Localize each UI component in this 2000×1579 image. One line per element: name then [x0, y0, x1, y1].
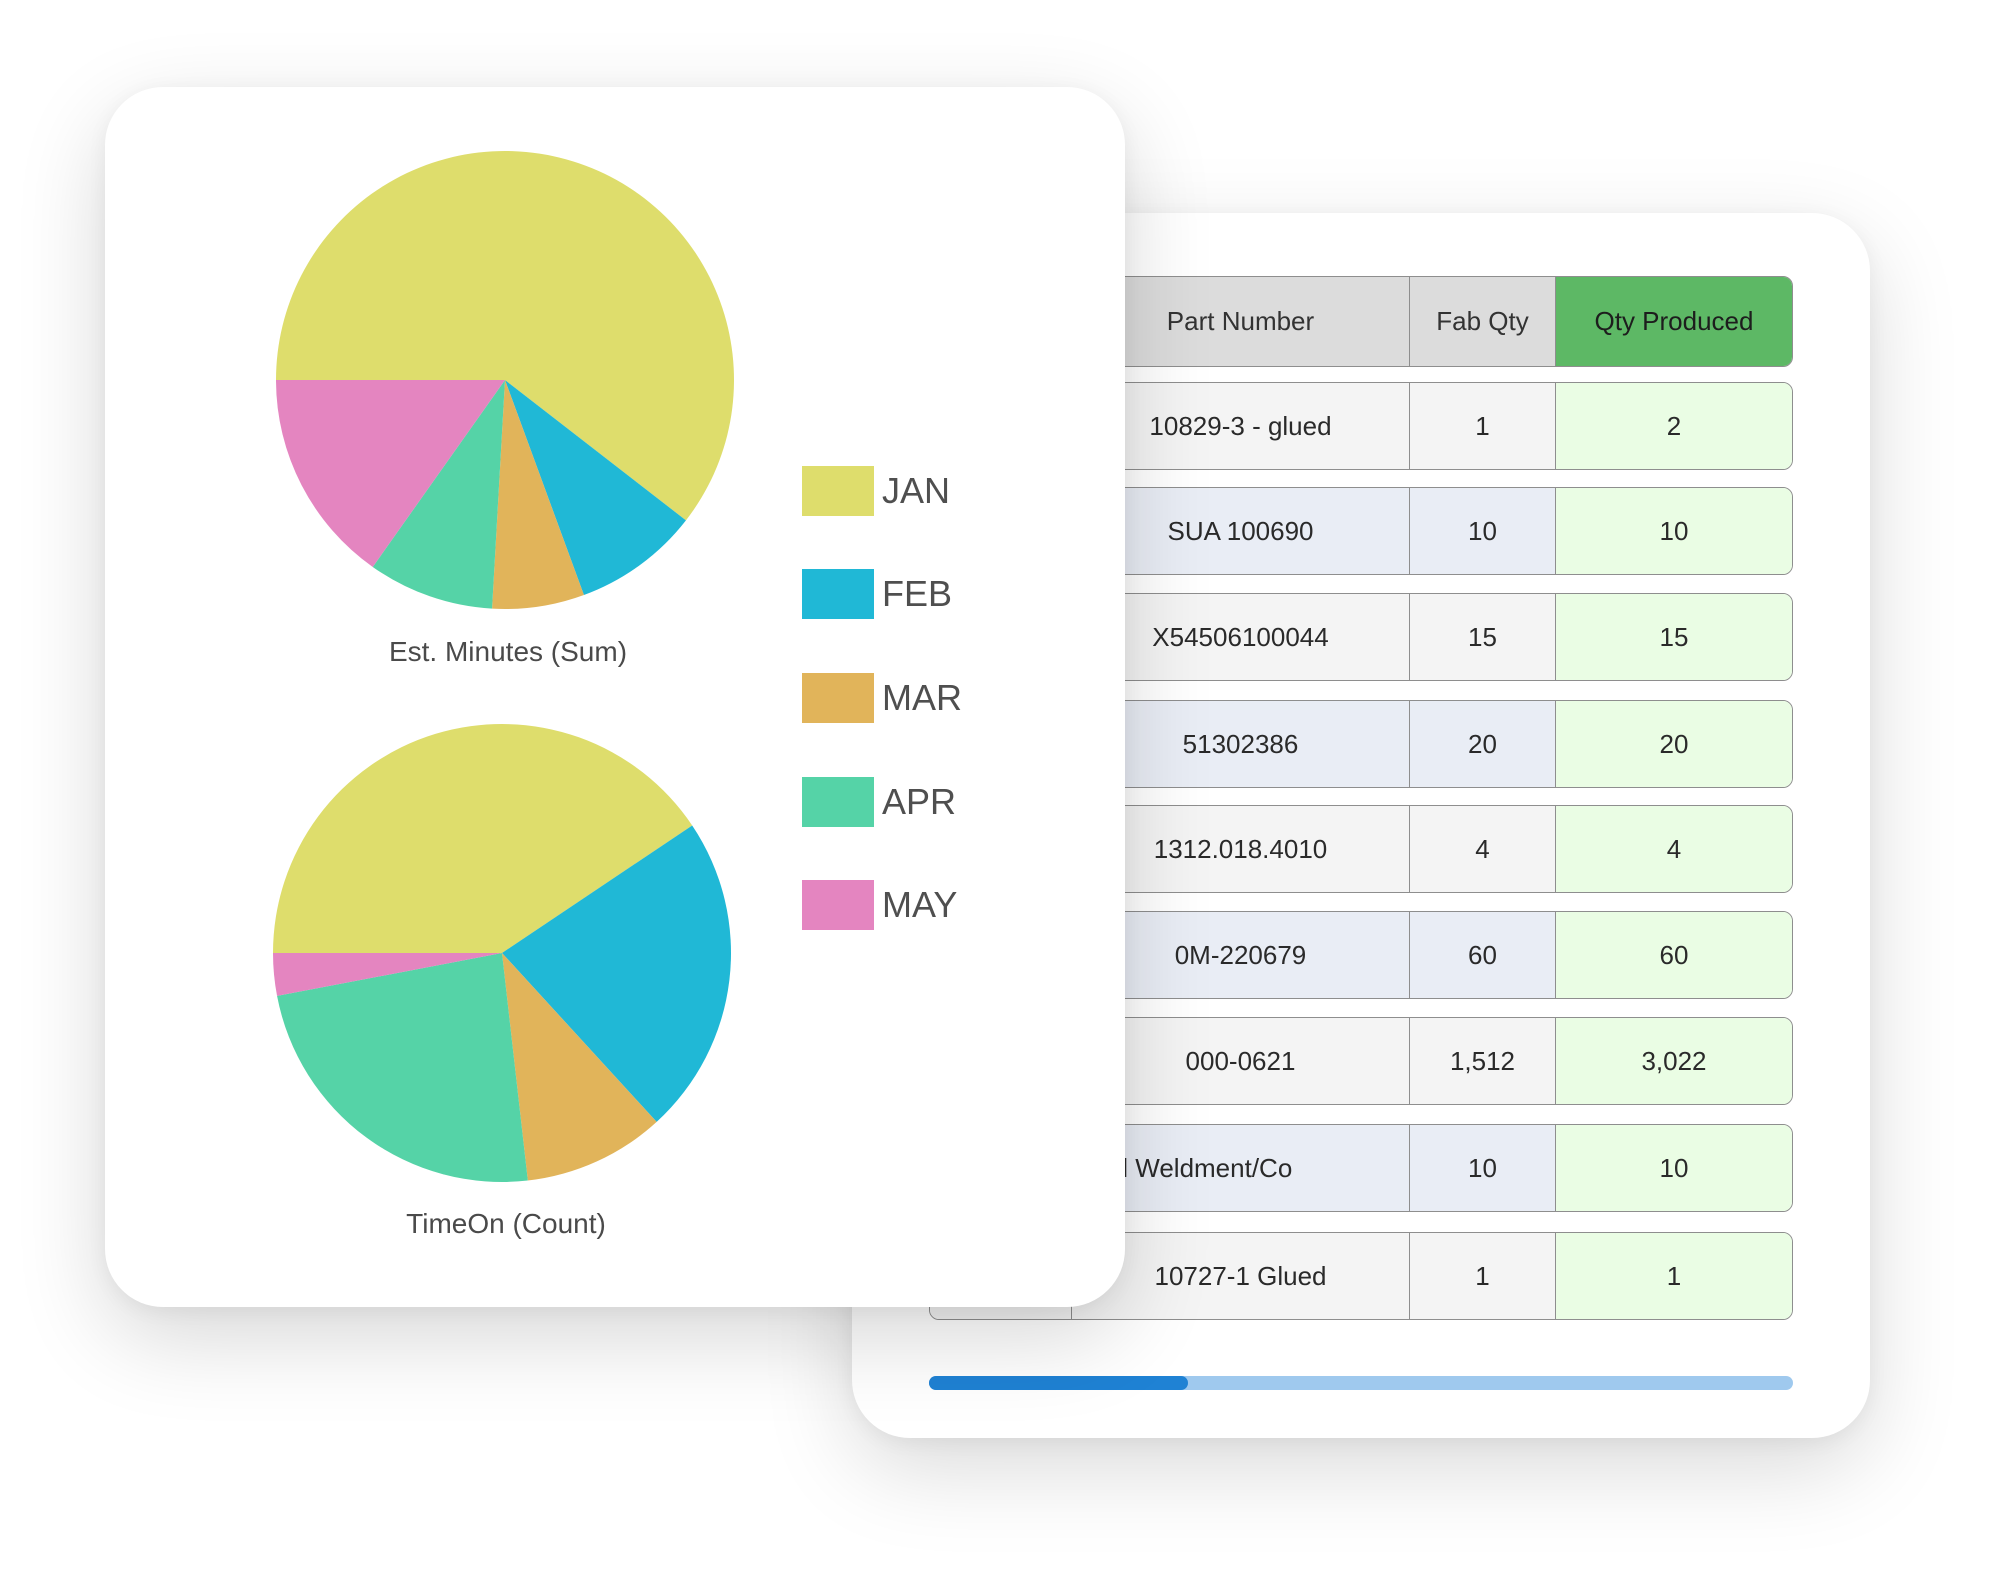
legend-swatch — [802, 880, 874, 930]
legend-swatch — [802, 569, 874, 619]
qty-produced-cell: 3,022 — [1556, 1018, 1792, 1104]
part-number-cell: X54506100044 — [1072, 594, 1410, 680]
legend-swatch — [802, 466, 874, 516]
pie-slice-may[interactable] — [276, 380, 505, 567]
legend-item-mar[interactable]: MAR — [802, 673, 962, 723]
fab-qty-cell: 1,512 — [1410, 1018, 1556, 1104]
pie-charts-svg — [273, 151, 734, 1182]
part-number-cell: 1312.018.4010 — [1072, 806, 1410, 892]
chart-card: Est. Minutes (Sum) TimeOn (Count) JAN FE… — [105, 87, 1125, 1307]
legend-label: MAY — [882, 884, 958, 925]
pie-slice-feb[interactable] — [502, 825, 732, 1122]
legend-swatch — [802, 777, 874, 827]
part-number-cell: 10727-1 Glued — [1072, 1233, 1410, 1319]
fab-qty-cell: 15 — [1410, 594, 1556, 680]
legend-label: JAN — [882, 470, 951, 511]
qty-produced-cell: 2 — [1556, 383, 1792, 469]
fab-qty-cell: 4 — [1410, 806, 1556, 892]
legend-label: FEB — [882, 573, 953, 614]
header-part-number[interactable]: Part Number — [1072, 277, 1410, 366]
pie-slice-mar[interactable] — [492, 380, 584, 610]
legend-label: MAR — [882, 677, 962, 718]
part-number-cell: 10829-3 - glued — [1072, 383, 1410, 469]
part-number-cell: 000-0621 — [1072, 1018, 1410, 1104]
legend-item-jan[interactable]: JAN — [802, 466, 950, 516]
legend-item-may[interactable]: MAY — [802, 880, 957, 930]
pie-title-timeon: TimeOn (Count) — [406, 1208, 606, 1239]
legend-item-apr[interactable]: APR — [802, 777, 956, 827]
table-row[interactable]: 10727-1 Glued 1 1 — [929, 1232, 1793, 1320]
fab-qty-cell: 20 — [1410, 701, 1556, 787]
header-fab-qty[interactable]: Fab Qty — [1410, 277, 1556, 366]
horizontal-scrollbar[interactable] — [929, 1376, 1793, 1390]
scrollbar-thumb[interactable] — [929, 1376, 1189, 1390]
part-number-cell: SUA 100690 — [1072, 488, 1410, 574]
qty-produced-cell: 1 — [1556, 1233, 1792, 1319]
pie-title-est-minutes: Est. Minutes (Sum) — [388, 636, 628, 667]
part-number-cell: 44 Full Weldment/Co — [1072, 1125, 1410, 1211]
pie-slice-jan[interactable] — [276, 151, 734, 521]
legend-swatch — [802, 673, 874, 723]
qty-produced-cell: 15 — [1556, 594, 1792, 680]
part-number-cell: 0M-220679 — [1072, 912, 1410, 998]
qty-produced-cell: 60 — [1556, 912, 1792, 998]
qty-produced-cell: 4 — [1556, 806, 1792, 892]
qty-produced-cell: 10 — [1556, 1125, 1792, 1211]
fab-qty-cell: 1 — [1410, 1233, 1556, 1319]
fab-qty-cell: 1 — [1410, 383, 1556, 469]
legend-label: APR — [882, 781, 957, 822]
pie-slice-may[interactable] — [273, 953, 502, 996]
pie-slice-apr[interactable] — [277, 953, 528, 1182]
fab-qty-cell: 60 — [1410, 912, 1556, 998]
legend-item-feb[interactable]: FEB — [802, 569, 952, 619]
pie-slice-jan[interactable] — [273, 723, 693, 953]
qty-produced-cell: 20 — [1556, 701, 1792, 787]
qty-produced-cell: 10 — [1556, 488, 1792, 574]
pie-slice-feb[interactable] — [505, 380, 686, 595]
pie-slice-mar[interactable] — [502, 953, 657, 1181]
fab-qty-cell: 10 — [1410, 488, 1556, 574]
fab-qty-cell: 10 — [1410, 1125, 1556, 1211]
header-qty-produced[interactable]: Qty Produced — [1556, 277, 1792, 366]
part-number-cell: 51302386 — [1072, 701, 1410, 787]
pie-slice-apr[interactable] — [372, 380, 505, 609]
